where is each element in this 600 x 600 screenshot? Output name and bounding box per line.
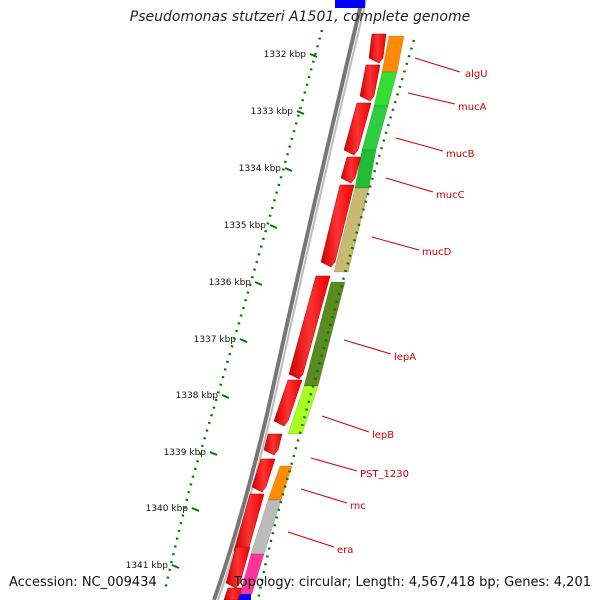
scale-tick — [309, 53, 318, 58]
gene-block-mucd — [333, 187, 370, 273]
gene-label-rnc: rnc — [350, 501, 366, 512]
cds-arrow — [343, 102, 372, 156]
scale-label: 1333 kbp — [251, 107, 294, 117]
cds-features — [223, 33, 387, 600]
backbone — [212, 0, 367, 600]
cds-arrow — [359, 64, 381, 102]
cds-arrow — [340, 156, 362, 184]
gene-leader-line — [407, 92, 456, 105]
cds-arrow — [223, 587, 243, 600]
scale: 1332 kbp 1333 kbp 1334 kbp 1335 kbp 1336 kbp… — [126, 50, 318, 571]
gene-leader-line — [287, 531, 335, 548]
gene-label-mucb: mucB — [446, 149, 475, 160]
gene-label-era: era — [337, 545, 353, 556]
gene-leader-line — [321, 415, 370, 433]
map-title: Pseudomonas stutzeri A1501, complete gen… — [129, 9, 471, 25]
gene-label-mucc: mucC — [436, 190, 465, 201]
edge-feature-bottom — [235, 592, 251, 600]
cds-arrow — [273, 379, 303, 427]
gene-block-mucc — [354, 149, 377, 189]
edge-feature-top — [335, 0, 365, 8]
gene-label-algu: algU — [465, 69, 488, 80]
cds-arrow — [320, 184, 355, 268]
scale-tick — [239, 338, 248, 343]
scale-label: 1341 kbp — [126, 561, 169, 571]
gene-leader-line — [371, 236, 420, 251]
gene-track — [239, 35, 405, 595]
scale-label: 1336 kbp — [209, 278, 252, 288]
cds-arrow — [225, 546, 251, 589]
scale-label: 1339 kbp — [164, 448, 207, 458]
scale-label: 1334 kbp — [239, 164, 282, 174]
gene-label-pst_1230: PST_1230 — [360, 469, 409, 480]
scale-tick — [221, 394, 230, 399]
gene-leader-line — [343, 339, 392, 355]
gene-leader-line — [395, 137, 444, 152]
scale-label: 1340 kbp — [146, 504, 189, 514]
scale-tick — [191, 507, 200, 512]
scale-label: 1337 kbp — [194, 335, 237, 345]
accession-label: Accession: NC_009434 — [9, 575, 157, 590]
cds-arrow — [251, 458, 276, 493]
scale-tick — [284, 167, 293, 172]
scale-tick — [171, 564, 180, 569]
cds-arrow — [263, 433, 283, 456]
scale-label: 1332 kbp — [264, 50, 307, 60]
gene-label-muca: mucA — [458, 102, 487, 113]
scale-label: 1338 kbp — [176, 391, 219, 401]
gene-leader-line — [300, 488, 348, 504]
cds-arrow — [288, 275, 331, 380]
topology-label: Topology: circular; Length: 4,567,418 bp… — [233, 575, 591, 590]
gene-label-lepb: lepB — [372, 430, 394, 441]
gene-leader-line — [385, 177, 434, 193]
scale-tick — [209, 451, 218, 456]
scale-tick — [254, 281, 263, 286]
scale-tick — [296, 110, 305, 115]
scale-tick — [269, 224, 278, 229]
gene-label-mucd: mucD — [422, 247, 452, 258]
scale-label: 1335 kbp — [224, 221, 267, 231]
gene-leader-line — [310, 457, 358, 472]
gene-leader-line — [414, 57, 461, 73]
cds-arrow — [368, 33, 387, 64]
gene-block-era — [239, 553, 265, 595]
gene-label-lepa: lepA — [394, 352, 416, 363]
